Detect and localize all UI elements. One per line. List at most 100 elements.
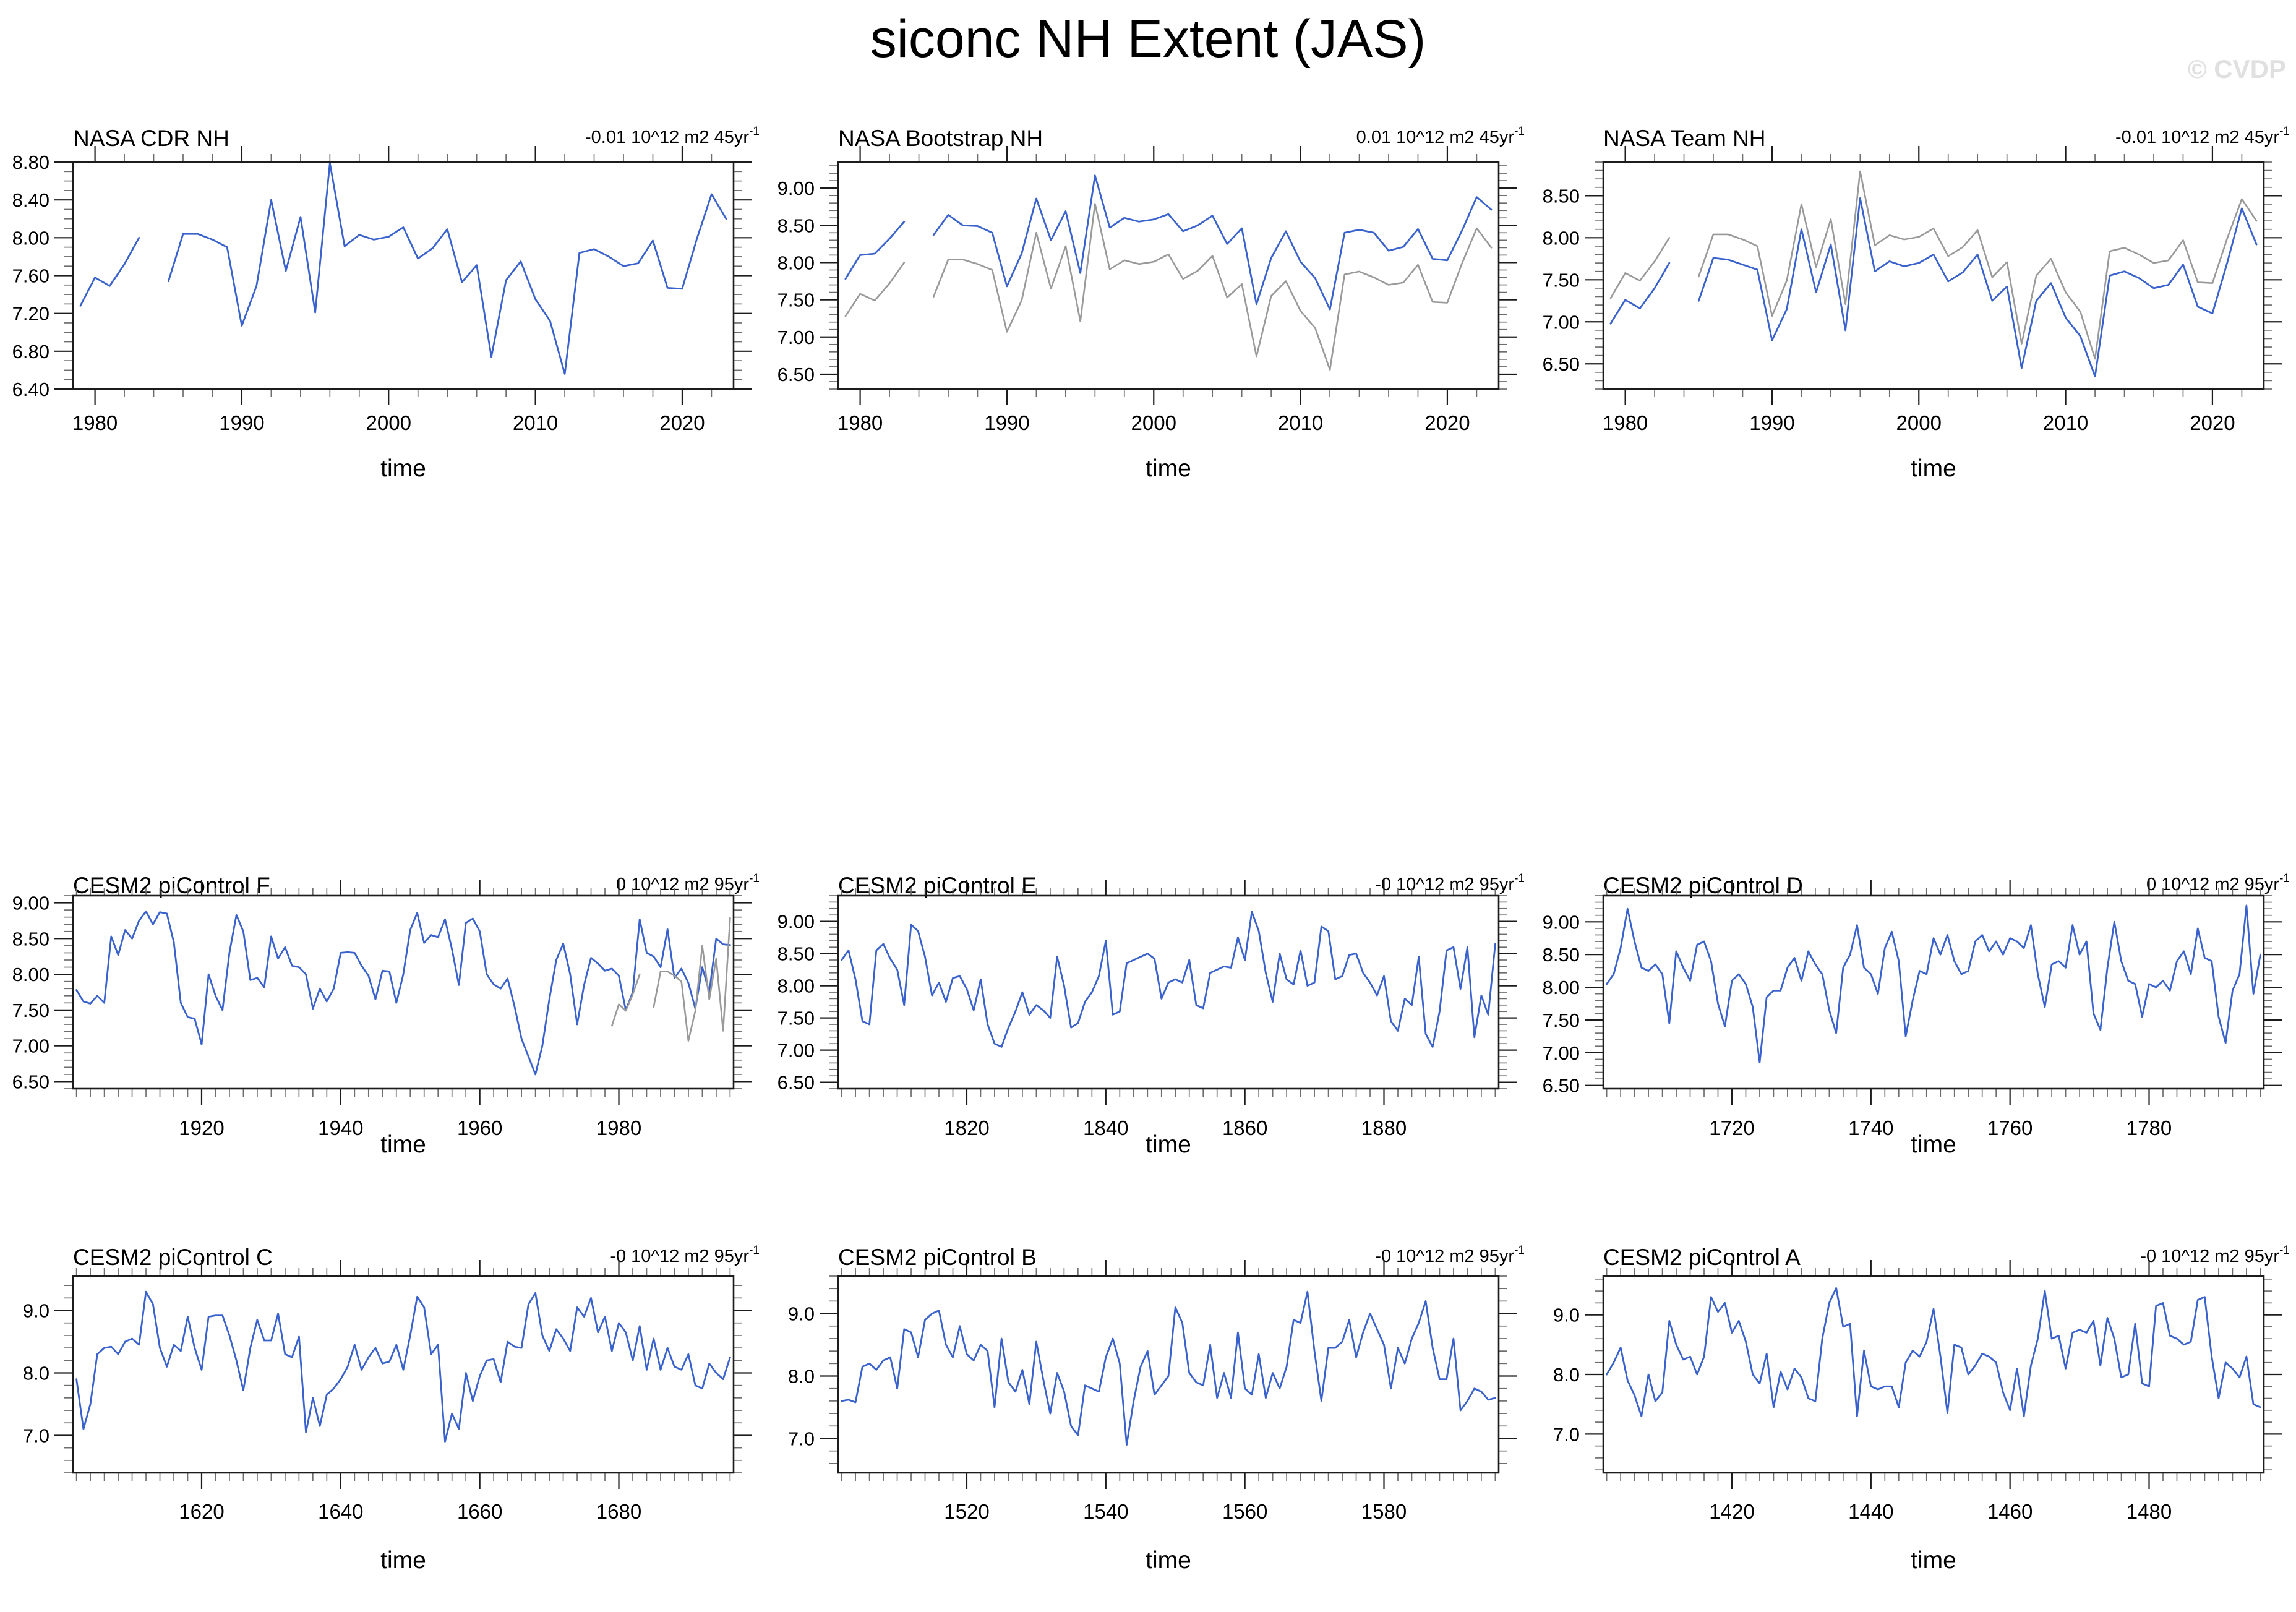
- y-tick-label: 8.00: [12, 964, 49, 985]
- y-tick-label: 8.0: [23, 1362, 49, 1384]
- x-axis-label: time: [380, 455, 426, 482]
- plot-box: [72, 1275, 735, 1474]
- y-tick-label: 8.00: [12, 227, 49, 249]
- panel-title: NASA CDR NH: [73, 126, 229, 151]
- y-tick-label: 8.50: [1543, 944, 1580, 966]
- axis-ticks: [1585, 880, 2282, 1105]
- x-tick-label: 1990: [219, 411, 264, 434]
- series-line-blue: [1606, 1287, 2261, 1417]
- plot-box: [72, 894, 735, 1090]
- panel-nasa-cdr-nh-chart: NASA CDR NH -0.01 10^12 m2 45yr-1 6.40 6.80…: [12, 125, 760, 482]
- y-tick-label: 7.50: [1543, 1010, 1580, 1031]
- x-tick-label: 1460: [1987, 1500, 2033, 1523]
- plot-box: [1602, 161, 2265, 390]
- panel-nasa-cdr-nh: NASA CDR NH -0.01 10^12 m2 45yr-1 6.40 6.80…: [0, 108, 765, 541]
- panel-cesm2-picontrol-d: CESM2 piControl D 0 10^12 m2 95yr-1 6.50 7.…: [1530, 857, 2295, 1234]
- x-tick-label: 1580: [1361, 1500, 1407, 1523]
- axis-ticks: [820, 880, 1517, 1105]
- trend-label: 0.01 10^12 m2 45yr-1: [1356, 125, 1525, 147]
- series-line-gray: [611, 917, 731, 1042]
- x-tick-label: 1990: [1749, 411, 1794, 434]
- x-tick-label: 2000: [1131, 411, 1176, 434]
- panel-cesm2-picontrol-a: CESM2 piControl A -0 10^12 m2 95yr-1 7.0 8.…: [1530, 1234, 2295, 1612]
- y-tick-label: 7.60: [12, 265, 49, 287]
- trend-label: -0.01 10^12 m2 45yr-1: [2115, 125, 2290, 147]
- series-line-blue: [75, 911, 731, 1076]
- y-tick-label: 7.50: [777, 1008, 815, 1029]
- y-tick-label: 9.0: [23, 1300, 49, 1322]
- x-axis-label: time: [1146, 1547, 1191, 1574]
- x-tick-label: 1980: [837, 411, 883, 434]
- y-tick-label: 8.00: [777, 252, 815, 273]
- x-axis-label: time: [1146, 1131, 1191, 1158]
- y-tick-label: 6.50: [777, 364, 815, 385]
- panel-cesm2-picontrol-e-chart: CESM2 piControl E -0 10^12 m2 95yr-16.507…: [777, 872, 1525, 1158]
- y-tick-label: 8.0: [788, 1366, 815, 1387]
- y-tick-label: 7.50: [777, 289, 815, 311]
- y-tick-label: 7.00: [777, 1040, 815, 1061]
- plot-box: [837, 161, 1500, 390]
- plot-box: [1602, 894, 2265, 1090]
- y-tick-label: 8.40: [12, 189, 49, 211]
- series-line-blue: [75, 1290, 731, 1443]
- x-tick-label: 1720: [1709, 1117, 1754, 1139]
- x-tick-label: 1660: [457, 1500, 502, 1523]
- panel-title: CESM2 piControl B: [838, 1245, 1037, 1270]
- y-tick-label: 7.0: [788, 1428, 815, 1449]
- x-axis-label: time: [380, 1547, 426, 1574]
- y-tick-label: 8.50: [777, 943, 815, 965]
- y-tick-label: 9.00: [1543, 911, 1580, 933]
- trend-label: -0.01 10^12 m2 45yr-1: [585, 125, 760, 147]
- x-axis-label: time: [1911, 1547, 1956, 1574]
- panel-cesm2-picontrol-a-chart: CESM2 piControl A -0 10^12 m2 95yr-1 7.0 8.…: [1553, 1244, 2290, 1574]
- cvdp-watermark: © CVDP: [2187, 54, 2286, 84]
- x-tick-label: 2020: [659, 411, 705, 434]
- y-tick-label: 6.50: [12, 1071, 49, 1092]
- y-tick-label: 6.50: [1543, 1075, 1580, 1097]
- y-tick-label: 9.00: [12, 893, 49, 914]
- figure-title: siconc NH Extent (JAS): [870, 9, 1426, 69]
- x-tick-label: 1990: [984, 411, 1029, 434]
- panel-cesm2-picontrol-f: CESM2 piControl F 0 10^12 m2 95yr-1 6.50 7.…: [0, 857, 765, 1234]
- y-tick-label: 7.00: [12, 1035, 49, 1057]
- y-tick-label: 7.20: [12, 303, 49, 325]
- series-line-gray: [1609, 170, 2258, 360]
- y-tick-label: 9.0: [1553, 1305, 1580, 1326]
- plot-box: [837, 894, 1500, 1090]
- panel-cesm2-picontrol-b: CESM2 piControl B -0 10^12 m2 95yr-1 7.0 8.…: [765, 1234, 1530, 1612]
- axis-ticks: [1585, 146, 2282, 405]
- y-tick-label: 7.00: [777, 327, 815, 348]
- x-tick-label: 1960: [457, 1117, 502, 1139]
- y-tick-label: 8.00: [1543, 977, 1580, 998]
- x-axis-label: time: [1146, 455, 1191, 482]
- x-tick-label: 1640: [318, 1500, 363, 1523]
- x-tick-label: 1480: [2127, 1500, 2172, 1523]
- trend-label: 0 10^12 m2 95yr-1: [2146, 872, 2290, 894]
- y-tick-label: 9.00: [777, 911, 815, 933]
- x-tick-label: 1620: [179, 1500, 224, 1523]
- x-tick-label: 1780: [2127, 1117, 2172, 1139]
- x-tick-label: 1440: [1848, 1500, 1893, 1523]
- x-tick-label: 1880: [1361, 1117, 1407, 1139]
- y-tick-label: 7.0: [23, 1425, 49, 1446]
- panel-title: CESM2 piControl A: [1603, 1245, 1801, 1270]
- y-tick-label: 6.40: [12, 379, 49, 400]
- x-tick-label: 1860: [1222, 1117, 1267, 1139]
- panel-title: NASA Bootstrap NH: [838, 126, 1043, 151]
- y-tick-label: 8.00: [777, 975, 815, 997]
- series-line-blue: [841, 911, 1496, 1048]
- x-tick-label: 2000: [366, 411, 411, 434]
- series-line-blue: [1606, 904, 2261, 1064]
- trend-label: 0 10^12 m2 95yr-1: [616, 872, 760, 894]
- y-tick-label: 6.80: [12, 341, 49, 362]
- y-tick-label: 7.00: [1543, 311, 1580, 333]
- y-tick-label: 7.50: [12, 1000, 49, 1021]
- axis-ticks: [820, 146, 1517, 405]
- x-tick-label: 2010: [2043, 411, 2088, 434]
- x-tick-label: 2010: [513, 411, 558, 434]
- x-tick-label: 1560: [1222, 1500, 1267, 1523]
- x-tick-label: 1820: [944, 1117, 989, 1139]
- x-tick-label: 1920: [179, 1117, 224, 1139]
- x-tick-label: 1760: [1987, 1117, 2033, 1139]
- series-line-blue: [1609, 197, 2258, 377]
